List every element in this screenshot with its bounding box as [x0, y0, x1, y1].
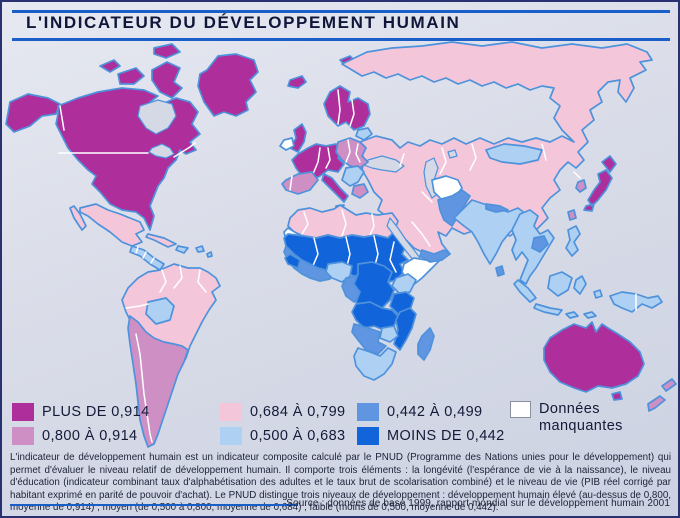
region-lesser-sunda-islands — [565, 289, 603, 319]
legend-label-lowest: MOINS DE 0,442 — [387, 427, 505, 444]
region-taiwan — [567, 209, 577, 221]
region-zimbabwe — [379, 325, 399, 343]
region-mexico — [69, 203, 145, 247]
region-java — [533, 303, 563, 316]
source-text: Source : données de base 1999, rapport m… — [286, 498, 670, 509]
legend-swatch-high — [12, 402, 34, 421]
region-mozambique — [393, 307, 417, 351]
south-america-borders — [125, 265, 207, 443]
region-madagascar — [417, 327, 435, 361]
north-africa-borders — [301, 209, 375, 237]
region-sulawesi — [573, 275, 587, 295]
legend-swatch-low-mid — [220, 426, 242, 445]
region-ireland — [279, 137, 295, 151]
source-rule — [10, 504, 298, 506]
scandinavia-borders — [337, 89, 355, 127]
region-iberia — [281, 171, 319, 195]
region-australia — [543, 321, 645, 393]
region-iceland — [287, 75, 307, 89]
great-lakes-water — [148, 143, 175, 159]
region-tasmania — [611, 391, 623, 401]
region-central-america — [129, 245, 165, 271]
legend-swatch-low — [357, 402, 379, 421]
legend-item-low: 0,442 À 0,499 — [357, 401, 483, 422]
region-sri-lanka — [495, 265, 505, 277]
region-caribbean-islands — [195, 245, 213, 258]
western-europe-borders — [312, 147, 331, 175]
region-namibia-botswana — [351, 323, 387, 355]
region-bolivia — [145, 297, 175, 325]
region-laos-cambodia — [531, 235, 549, 253]
aral-sea-water — [447, 149, 458, 159]
region-guinea — [284, 253, 301, 269]
sahel-borders — [311, 235, 397, 277]
region-baltics — [355, 127, 373, 141]
region-nepal — [485, 203, 509, 213]
region-borneo — [547, 271, 573, 297]
legend-swatch-nodata — [510, 401, 531, 418]
us-canada-border — [58, 105, 196, 158]
region-sumatra — [513, 279, 537, 303]
page-title: L'INDICATEUR DU DÉVELOPPEMENT HUMAIN — [26, 13, 461, 32]
legend-item-upper: 0,800 À 0,914 — [12, 425, 138, 446]
legend-swatch-upper — [12, 426, 34, 445]
legend-swatch-lowest — [357, 426, 379, 445]
title-top-rule — [12, 10, 670, 13]
region-mongolia — [485, 143, 543, 165]
legend-item-high: PLUS DE 0,914 — [12, 401, 150, 422]
title-bottom-rule — [12, 38, 670, 41]
legend-item-nodata: Données manquantes — [510, 401, 635, 434]
region-kenya — [391, 273, 417, 295]
eastern-europe-borders — [345, 139, 361, 163]
map-legend: PLUS DE 0,914 0,800 À 0,914 0,684 À 0,79… — [2, 397, 678, 449]
black-sea-water — [363, 155, 405, 173]
source-row: Source : données de base 1999, rapport m… — [10, 498, 670, 514]
legend-label-low-mid: 0,500 À 0,683 — [250, 427, 346, 444]
region-cuba — [145, 233, 177, 248]
legend-label-mid: 0,684 À 0,799 — [250, 403, 346, 420]
legend-item-lowest: MOINS DE 0,442 — [357, 425, 505, 446]
region-scandinavia — [323, 85, 371, 131]
legend-label-nodata: Données manquantes — [539, 401, 623, 434]
region-balkans — [341, 165, 365, 187]
region-south-africa — [353, 347, 397, 381]
region-alaska — [5, 93, 61, 133]
legend-label-low: 0,442 À 0,499 — [387, 403, 483, 420]
central-america-borders — [135, 246, 155, 264]
region-greece — [351, 183, 369, 199]
region-canada-usa — [55, 87, 201, 231]
region-south-korea — [575, 179, 587, 193]
region-new-zealand — [647, 378, 677, 412]
region-japan — [583, 155, 617, 212]
region-greenland — [197, 53, 259, 117]
legend-item-mid: 0,684 À 0,799 — [220, 401, 346, 422]
legend-label-high: PLUS DE 0,914 — [42, 403, 150, 420]
description-paragraph: L'indicateur de développement humain est… — [10, 452, 671, 514]
region-philippines — [565, 225, 581, 257]
portugal-border — [289, 175, 293, 191]
region-hispaniola — [175, 245, 189, 254]
region-chile-argentina — [127, 315, 189, 448]
legend-swatch-mid — [220, 402, 242, 421]
legend-label-upper: 0,800 À 0,914 — [42, 427, 138, 444]
region-arctic-islands — [99, 43, 183, 99]
hudson-bay-water — [137, 99, 177, 135]
legend-item-low-mid: 0,500 À 0,683 — [220, 425, 346, 446]
region-yemen-oman — [419, 249, 451, 263]
